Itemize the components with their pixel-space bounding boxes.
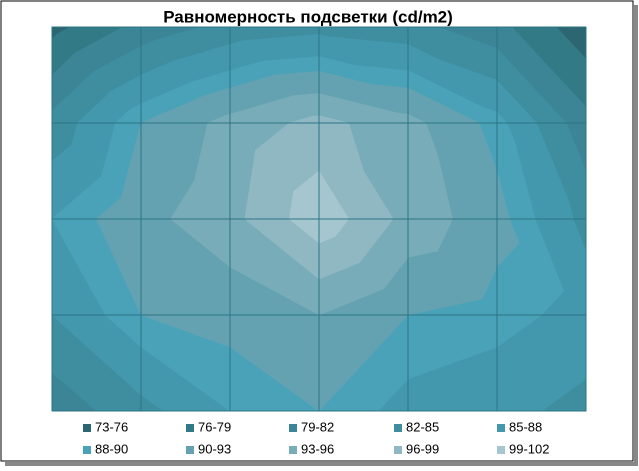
legend-label: 90-93 — [198, 441, 231, 456]
legend-label: 88-90 — [95, 441, 128, 456]
legend-swatch — [83, 446, 91, 454]
legend-label: 96-99 — [406, 441, 439, 456]
plot-area — [51, 26, 587, 412]
legend-label: 76-79 — [198, 419, 231, 434]
legend-swatch — [289, 446, 297, 454]
chart-title: Равномерность подсветки (cd/m2) — [163, 7, 453, 26]
legend-swatch — [394, 446, 402, 454]
legend: 73-76 76-79 79-82 82-85 85-88 88-90 90-93 93-96… — [83, 419, 549, 456]
legend-swatch — [497, 424, 505, 432]
legend-swatch — [83, 424, 91, 432]
legend-swatch — [394, 424, 402, 432]
legend-label: 82-85 — [406, 419, 439, 434]
legend-label: 93-96 — [301, 441, 334, 456]
legend-swatch — [186, 446, 194, 454]
shadow — [5, 462, 638, 466]
legend-swatch — [289, 424, 297, 432]
legend-label: 99-102 — [509, 441, 549, 456]
legend-label: 73-76 — [95, 419, 128, 434]
shadow — [634, 5, 638, 465]
legend-label: 79-82 — [301, 419, 334, 434]
legend-swatch — [186, 424, 194, 432]
legend-swatch — [497, 446, 505, 454]
legend-label: 85-88 — [509, 419, 542, 434]
